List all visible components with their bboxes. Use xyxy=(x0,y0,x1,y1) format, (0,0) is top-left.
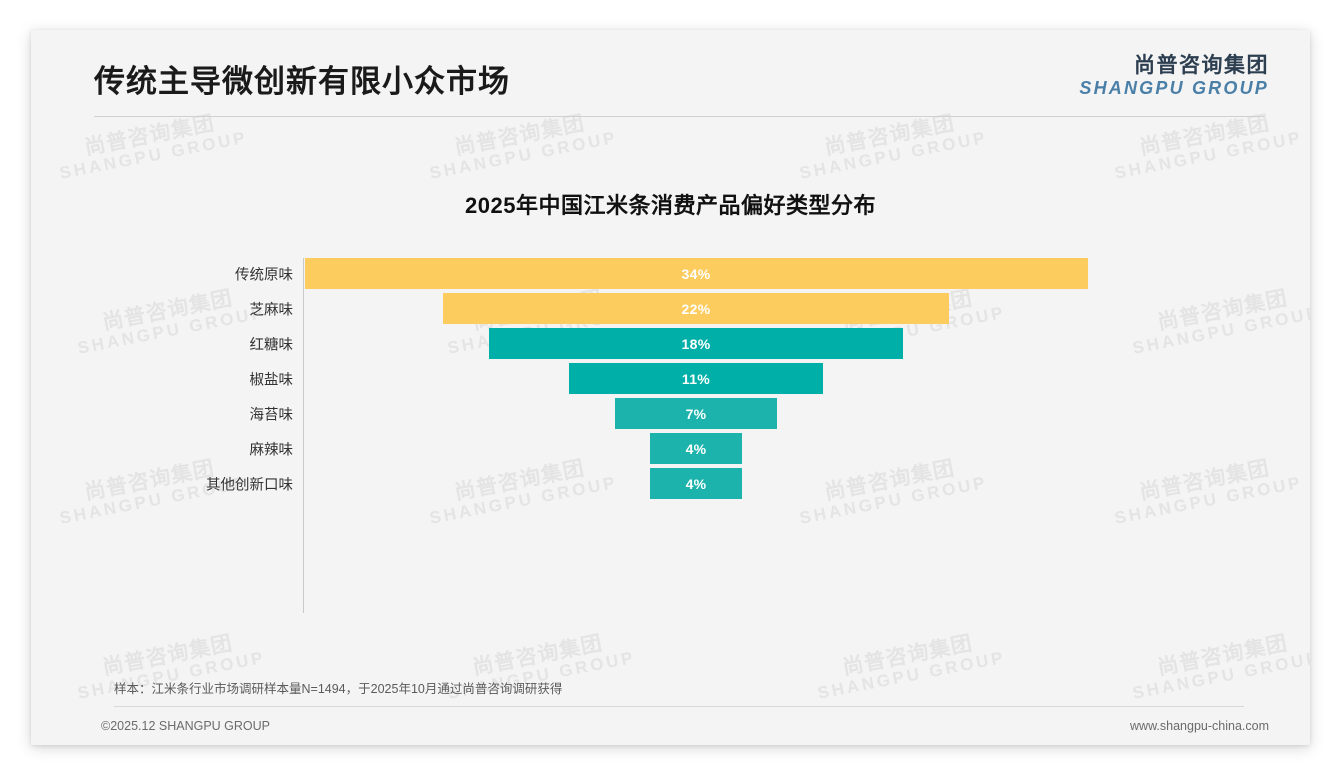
footnote-divider xyxy=(114,706,1244,707)
bar-category-label: 麻辣味 xyxy=(249,442,294,458)
chart-plot: 传统原味 34% 芝麻味 22% 红糖味 18% 椒盐味 11% 海苔味 7% 麻辣味 4% 其他创新口… xyxy=(31,258,1310,618)
footnote-text: 样本：江米条行业市场调研样本量N=1494，于2025年10月通过尚普咨询调研获… xyxy=(114,682,563,696)
bar-row: 芝麻味 22% xyxy=(31,293,1310,324)
chart-title: 2025年中国江米条消费产品偏好类型分布 xyxy=(465,193,876,218)
bar-segment[interactable]: 34% xyxy=(304,258,1088,289)
copyright-text: ©2025.12 SHANGPU GROUP xyxy=(101,719,270,733)
bar-track: 18% xyxy=(304,328,1310,359)
bar-track: 4% xyxy=(304,433,1310,464)
bar-value-label: 4% xyxy=(685,475,707,492)
bar-row: 传统原味 34% xyxy=(31,258,1310,289)
bar-track: 4% xyxy=(304,468,1310,499)
bar-row: 其他创新口味 4% xyxy=(31,468,1310,499)
bar-value-label: 34% xyxy=(681,265,711,282)
brand-logo-cn: 尚普咨询集团 xyxy=(1134,54,1269,77)
bar-row: 麻辣味 4% xyxy=(31,433,1310,464)
bar-category-label: 传统原味 xyxy=(235,267,293,283)
bar-segment[interactable]: 22% xyxy=(442,293,950,324)
bar-value-label: 7% xyxy=(685,405,707,422)
bar-segment[interactable]: 11% xyxy=(569,363,823,394)
bar-row: 红糖味 18% xyxy=(31,328,1310,359)
bar-value-label: 4% xyxy=(685,440,707,457)
bar-category-label: 椒盐味 xyxy=(249,372,294,388)
bar-value-label: 18% xyxy=(681,335,711,352)
brand-logo-en: SHANGPU GROUP xyxy=(1079,77,1269,98)
bar-segment[interactable]: 4% xyxy=(649,433,743,464)
bar-category-label: 红糖味 xyxy=(249,337,294,353)
bar-category-label: 芝麻味 xyxy=(249,302,294,318)
bar-track: 11% xyxy=(304,363,1310,394)
bar-segment[interactable]: 4% xyxy=(649,468,743,499)
bar-category-label: 海苔味 xyxy=(249,407,294,423)
bar-row: 椒盐味 11% xyxy=(31,363,1310,394)
bar-value-label: 22% xyxy=(681,300,711,317)
slide-card: 尚普咨询集团 SHANGPU GROUP 尚普咨询集团 SHANGPU GROUP 尚普… xyxy=(31,30,1310,745)
bar-row: 海苔味 7% xyxy=(31,398,1310,429)
bar-track: 22% xyxy=(304,293,1310,324)
slide-header: 传统主导微创新有限小众市场 尚普咨询集团 SHANGPU GROUP xyxy=(31,30,1310,122)
website-url[interactable]: www.shangpu-china.com xyxy=(1130,719,1269,733)
header-divider xyxy=(94,116,1264,117)
slide-footer: ©2025.12 SHANGPU GROUP www.shangpu-china… xyxy=(31,711,1310,745)
page-title: 传统主导微创新有限小众市场 xyxy=(94,64,510,99)
bar-track: 34% xyxy=(304,258,1310,289)
chart-area: 2025年中国江米条消费产品偏好类型分布 传统原味 34% 芝麻味 22% 红糖味 18%… xyxy=(31,130,1310,660)
bar-category-label: 其他创新口味 xyxy=(206,477,293,493)
bar-segment[interactable]: 7% xyxy=(615,398,777,429)
bar-track: 7% xyxy=(304,398,1310,429)
bar-segment[interactable]: 18% xyxy=(488,328,904,359)
brand-logo: 尚普咨询集团 SHANGPU GROUP xyxy=(1079,54,1269,98)
y-axis-line xyxy=(303,258,304,613)
bar-value-label: 11% xyxy=(681,370,711,387)
